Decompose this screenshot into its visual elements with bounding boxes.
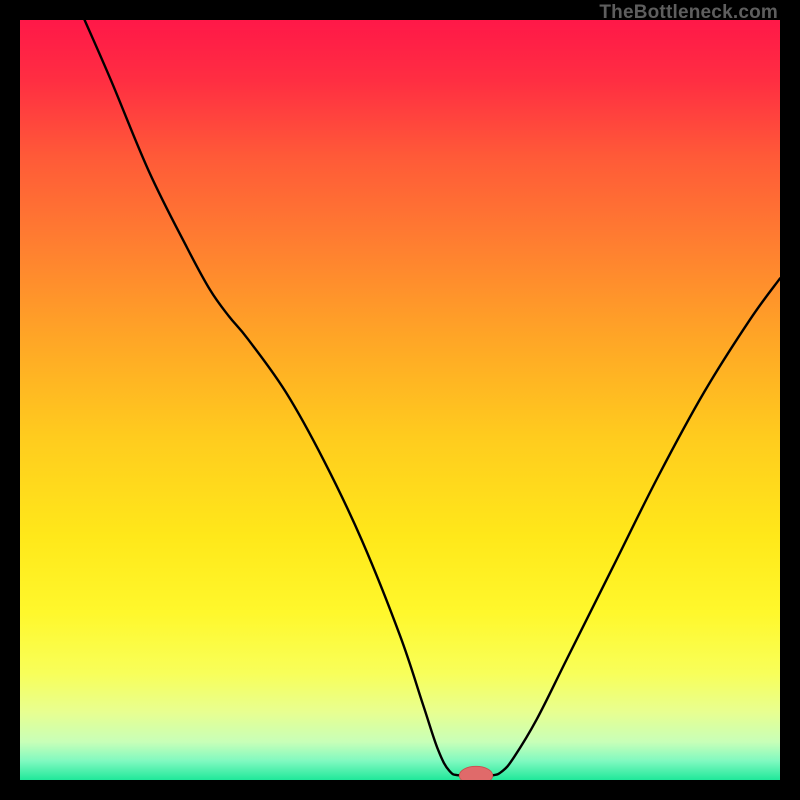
chart-svg: [20, 20, 780, 780]
chart-outer-frame: TheBottleneck.com: [0, 0, 800, 800]
chart-plot-area: [20, 20, 780, 780]
